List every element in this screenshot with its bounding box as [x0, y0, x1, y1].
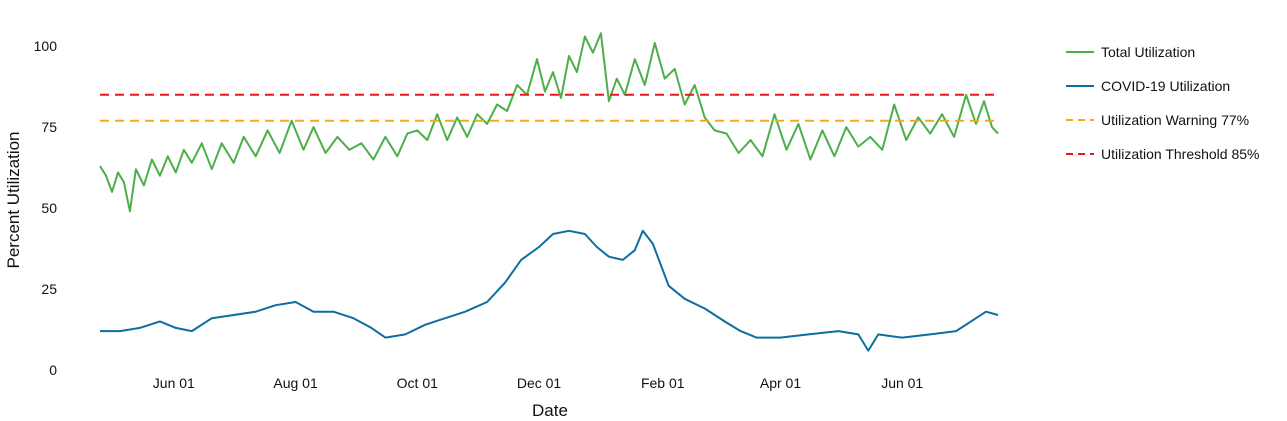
legend-item-utilization-warning-77: Utilization Warning 77%: [1066, 112, 1249, 128]
legend: Total Utilization COVID-19 Utilization Uti…: [1066, 44, 1260, 162]
legend-label: Utilization Threshold 85%: [1101, 146, 1260, 162]
y-axis-title: Percent Utilization: [4, 131, 23, 268]
series-line-total-utilization: [99, 32, 999, 213]
legend-item-utilization-threshold-85: Utilization Threshold 85%: [1066, 146, 1260, 162]
x-axis-ticks: Jun 01 Aug 01 Oct 01 Dec 01 Feb 01 Apr 01 Jun …: [153, 375, 924, 391]
series-line-covid-19-utilization: [100, 229, 999, 352]
x-tick-label: Jun 01: [881, 375, 923, 391]
x-tick-label: Oct 01: [397, 375, 438, 391]
legend-item-total-utilization: Total Utilization: [1066, 44, 1195, 60]
x-axis-title: Date: [532, 401, 568, 420]
legend-label: COVID-19 Utilization: [1101, 78, 1230, 94]
y-tick-label: 75: [41, 119, 57, 135]
x-tick-label: Apr 01: [760, 375, 801, 391]
x-tick-label: Dec 01: [517, 375, 562, 391]
y-tick-label: 100: [34, 38, 58, 54]
series-layer: [99, 32, 999, 352]
legend-label: Utilization Warning 77%: [1101, 112, 1249, 128]
x-tick-label: Feb 01: [641, 375, 685, 391]
legend-label: Total Utilization: [1101, 44, 1195, 60]
x-tick-label: Aug 01: [273, 375, 318, 391]
legend-item-covid-19-utilization: COVID-19 Utilization: [1066, 78, 1230, 94]
y-tick-label: 25: [41, 281, 57, 297]
y-tick-label: 0: [49, 362, 57, 378]
y-axis-ticks: 0 25 50 75 100: [34, 38, 58, 378]
y-tick-label: 50: [41, 200, 57, 216]
x-tick-label: Jun 01: [153, 375, 195, 391]
